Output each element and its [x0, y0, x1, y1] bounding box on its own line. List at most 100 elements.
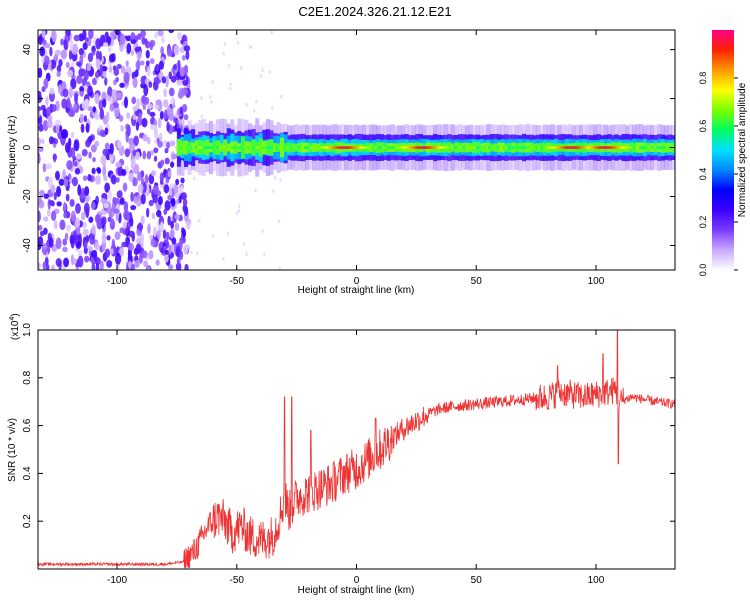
spectrogram-y-axis-label: Frequency (Hz)	[7, 116, 18, 185]
spectrogram-y-tick-label: 0	[22, 144, 33, 150]
spectrogram-noise-blob	[142, 104, 146, 110]
spectrogram-noise-blob	[152, 192, 158, 204]
spectrogram-noise-blob	[123, 201, 129, 213]
spectrogram-noise-blob	[106, 36, 112, 44]
spectrogram-scatter-blob	[209, 95, 212, 99]
spectrogram-noise-blob	[177, 32, 182, 40]
spectrogram-noise-blob	[61, 82, 66, 91]
spectrogram-noise-blob	[48, 237, 54, 248]
spectrogram-noise-blob	[106, 259, 113, 268]
spectrogram-noise-blob	[143, 96, 150, 105]
spectrogram-noise-blob	[39, 230, 45, 237]
spectrogram-noise-blob	[139, 60, 145, 66]
spectrogram-noise-blob	[173, 44, 180, 56]
spectrogram-scatter-blob	[222, 51, 225, 56]
spectrogram-noise-blob	[95, 262, 100, 270]
spectrogram-noise-blob	[84, 98, 90, 109]
spectrogram-scatter-blob	[253, 108, 256, 113]
spectrogram-noise-blob	[46, 209, 51, 217]
spectrogram-noise-blob	[58, 59, 63, 67]
spectrogram-noise-blob	[107, 86, 113, 98]
spectrogram-noise-blob	[83, 70, 89, 81]
spectrogram-noise-blob	[107, 216, 111, 223]
spectrogram-noise-blob	[84, 37, 89, 43]
spectrogram-noise-blob	[181, 192, 187, 200]
spectrogram-noise-blob	[63, 178, 69, 188]
spectrogram-noise-blob	[157, 30, 164, 37]
spectrogram-noise-blob	[69, 86, 73, 99]
spectrogram-noise-blob	[119, 82, 125, 88]
spectrogram-noise-blob	[136, 33, 142, 40]
spectrogram-noise-blob	[125, 212, 130, 221]
spectrogram-noise-blob	[119, 33, 126, 46]
spectrogram-y-tick-label: -40	[22, 238, 33, 253]
spectrogram-noise-blob	[180, 66, 185, 77]
spectrogram-noise-blob	[115, 76, 119, 83]
spectrogram-x-tick-label: 100	[588, 276, 605, 287]
spectrogram-noise-blob	[165, 231, 170, 241]
spectrogram-noise-blob	[45, 106, 52, 117]
spectrogram-noise-blob	[91, 224, 96, 237]
spectrogram-noise-blob	[119, 44, 124, 52]
spectrogram-noise-blob	[167, 264, 174, 270]
spectrogram-noise-blob	[71, 43, 79, 55]
spectrogram-y-ticks: -40 -20 0 20 40	[22, 44, 675, 253]
spectrogram-noise-blob	[38, 262, 41, 270]
spectrogram-noise-blob	[101, 232, 107, 244]
spectrogram-noise-blob	[82, 221, 88, 229]
spectrogram-noise-blob	[137, 171, 142, 182]
spectrogram-scatter-blob	[227, 63, 231, 68]
spectrogram-noise-blob	[88, 135, 94, 143]
spectrogram-noise-blob	[62, 168, 66, 178]
spectrogram-noise-blob	[71, 176, 78, 187]
spectrogram-noise-blob	[120, 169, 127, 176]
spectrogram-noise-blob	[42, 163, 47, 173]
snr-y-axis-label: SNR (10 * v/v)	[7, 418, 18, 482]
spectrogram-noise-blob	[77, 255, 84, 268]
spectrogram-noise-blob	[137, 183, 144, 194]
spectrogram-noise-blob	[132, 114, 137, 121]
spectrogram-noise-blob	[174, 222, 180, 231]
spectrogram-noise-blob	[178, 239, 183, 250]
spectrogram-noise-blob	[145, 60, 150, 66]
spectrogram-noise-blob	[182, 79, 189, 86]
spectrogram-x-tick-label: 0	[354, 276, 360, 287]
spectrogram-noise-blob	[116, 91, 122, 100]
spectrogram-scatter-blob	[270, 30, 273, 35]
spectrogram-noise-blob	[168, 244, 172, 255]
spectrogram-panel: -100 -50 0 50 100 -40 -20 0 20 40 Height of stra…	[7, 29, 676, 296]
spectrogram-noise-blob	[38, 236, 44, 247]
spectrogram-scatter-blob	[245, 102, 248, 107]
spectrogram-noise-blob	[38, 123, 44, 132]
spectrogram-noise-blob	[42, 261, 47, 270]
spectrogram-noise-blob	[50, 59, 57, 70]
spectrogram-noise-blob	[130, 204, 137, 211]
spectrogram-noise-blob	[56, 201, 62, 207]
spectrogram-noise-blob	[158, 60, 165, 70]
spectrogram-noise-blob	[160, 46, 164, 56]
spectrogram-noise-blob	[87, 245, 93, 252]
spectrogram-noise-blob	[145, 207, 150, 218]
spectrogram-noise-blob	[150, 124, 156, 130]
spectrogram-noise-blob	[180, 184, 184, 195]
spectrogram-noise-blob	[38, 35, 43, 46]
spectrogram-noise-blob	[126, 112, 131, 119]
spectrogram-noise-blob	[106, 235, 111, 241]
spectrogram-noise-blob	[50, 184, 56, 194]
spectrogram-noise-blob	[38, 110, 41, 118]
spectrogram-scatter-blob	[223, 41, 227, 46]
spectrogram-noise-blob	[119, 197, 125, 205]
spectrogram-noise-blob	[109, 103, 115, 112]
spectrogram-noise-blob	[116, 63, 122, 70]
spectrogram-scatter-blob	[268, 70, 271, 74]
spectrogram-noise-blob	[183, 114, 189, 121]
spectrogram-noise-blob	[168, 87, 175, 97]
spectrogram-noise-blob	[108, 54, 115, 63]
spectrogram-noise-blob	[89, 233, 96, 245]
spectrogram-noise-blob	[59, 219, 66, 231]
spectrogram-noise-blob	[94, 113, 101, 121]
spectrogram-noise-blob	[95, 38, 102, 50]
spectrogram-noise-blob	[163, 184, 170, 194]
spectrogram-noise-blob	[135, 243, 142, 254]
spectrogram-noise-blob	[155, 63, 160, 72]
